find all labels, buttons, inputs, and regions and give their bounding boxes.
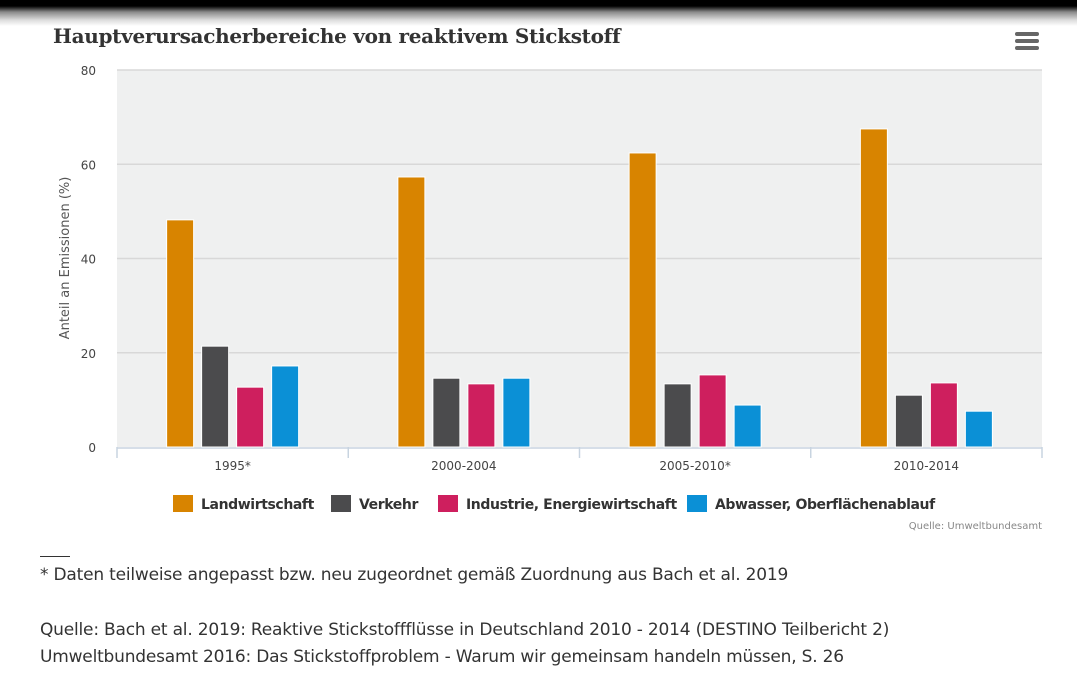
bar-industrie[interactable]: [236, 386, 265, 448]
bar-verkehr[interactable]: [663, 383, 692, 448]
bar-landwirtschaft[interactable]: [397, 176, 426, 448]
y-tick-label: 80: [81, 64, 96, 78]
y-tick-label: 60: [81, 158, 96, 172]
legend-swatch[interactable]: [687, 495, 707, 512]
legend-swatch[interactable]: [173, 495, 193, 512]
bar-landwirtschaft[interactable]: [859, 128, 888, 448]
bar-abwasser[interactable]: [271, 365, 300, 448]
x-tick-label: 2005-2010*: [659, 459, 730, 473]
bar-abwasser[interactable]: [964, 410, 993, 448]
bar-abwasser[interactable]: [502, 377, 531, 448]
legend-item-label[interactable]: Industrie, Energiewirtschaft: [466, 497, 678, 513]
y-tick-label: 0: [88, 441, 96, 455]
chart-title: Hauptverursacherbereiche von reaktivem S…: [53, 24, 621, 48]
chart-credit[interactable]: Quelle: Umweltbundesamt: [909, 521, 1042, 532]
legend-item-label[interactable]: Landwirtschaft: [201, 497, 315, 513]
x-tick-label: 1995*: [214, 459, 251, 473]
bar-verkehr[interactable]: [201, 345, 230, 448]
bar-industrie[interactable]: [467, 383, 496, 448]
bar-verkehr[interactable]: [432, 377, 461, 448]
source-line-2: Umweltbundesamt 2016: Das Stickstoffprob…: [40, 647, 844, 667]
source-line-1: Quelle: Bach et al. 2019: Reaktive Stick…: [40, 620, 890, 640]
x-tick-label: 2010-2014: [894, 459, 959, 473]
legend-item-label[interactable]: Verkehr: [359, 497, 419, 513]
bar-landwirtschaft[interactable]: [628, 152, 657, 448]
bar-industrie[interactable]: [698, 374, 727, 448]
y-tick-label: 20: [81, 347, 96, 361]
footnote-divider: [40, 556, 70, 557]
y-axis-label: Anteil an Emissionen (%): [58, 177, 73, 340]
legend-item-label[interactable]: Abwasser, Oberflächenablauf: [715, 497, 937, 513]
bar-verkehr[interactable]: [894, 394, 923, 448]
chart: 0 20 40 60 80 Anteil an Emissionen (%) 1995* 20…: [58, 64, 1043, 532]
hamburger-menu-icon: [1015, 32, 1039, 50]
bar-landwirtschaft[interactable]: [166, 219, 195, 448]
bar-abwasser[interactable]: [733, 404, 762, 448]
legend-swatch[interactable]: [331, 495, 351, 512]
browser-top-bar: [0, 0, 1077, 26]
chart-menu-button[interactable]: [1015, 32, 1039, 52]
footnote: * Daten teilweise angepasst bzw. neu zug…: [40, 565, 789, 585]
bar-industrie[interactable]: [929, 382, 958, 448]
y-tick-label: 40: [81, 253, 96, 267]
legend-swatch[interactable]: [438, 495, 458, 512]
x-tick-label: 2000-2004: [431, 459, 496, 473]
